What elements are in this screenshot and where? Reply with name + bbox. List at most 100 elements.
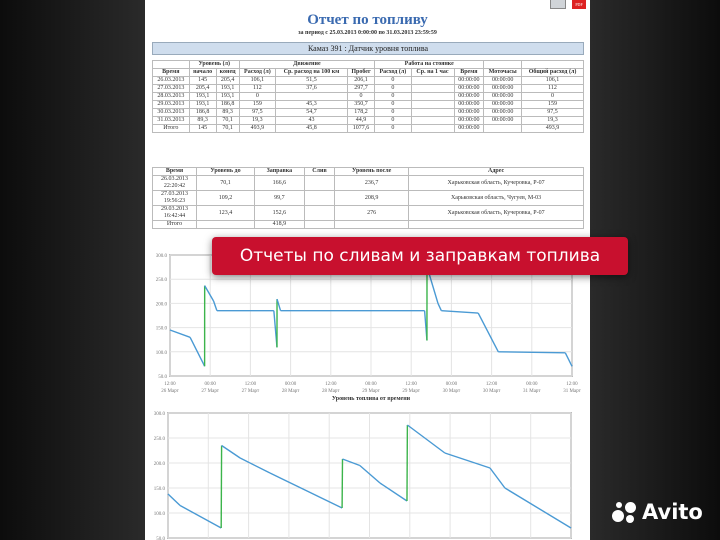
x-tick-label: 26 Март bbox=[161, 389, 179, 394]
table-cell bbox=[483, 124, 523, 133]
table-cell: 166,6 bbox=[253, 175, 305, 191]
table-cell: Харьковская область, Чугуев, М-03 bbox=[408, 190, 584, 206]
table-cell bbox=[303, 220, 336, 229]
table-cell bbox=[410, 76, 455, 85]
table-cell: 159 bbox=[238, 100, 277, 109]
column-header: конец bbox=[215, 68, 240, 77]
table-cell: 31.03.2013 bbox=[152, 116, 190, 125]
table-cell: 99,7 bbox=[253, 190, 305, 206]
table-cell: 89,3 bbox=[215, 108, 240, 117]
group-header: Работа на стоянке bbox=[374, 60, 485, 69]
table-row: 27.03.2013 205,4 193,1 112 37,6 297,7 0 00:00:0… bbox=[152, 84, 584, 93]
table-cell: 206,1 bbox=[346, 76, 376, 85]
level-segment bbox=[477, 312, 499, 353]
column-header: Пробег bbox=[346, 68, 376, 77]
summary-table: Уровень (л) Движение Работа на стоянке В… bbox=[152, 60, 584, 133]
x-tick-label: 00:00 bbox=[285, 382, 297, 387]
x-tick-label: 00:00 bbox=[365, 382, 377, 387]
table-cell: 26.03.2013 bbox=[152, 76, 190, 85]
x-tick-label: 30 Март bbox=[483, 389, 501, 394]
printer-icon[interactable] bbox=[550, 0, 566, 9]
table-cell: 205,4 bbox=[215, 76, 240, 85]
table-cell: 208,9 bbox=[334, 190, 410, 206]
table-cell: Харьковская область, Кучеровка, Р-07 bbox=[408, 175, 584, 191]
table-cell: 70,1 bbox=[215, 124, 240, 133]
avito-dots-icon bbox=[612, 500, 638, 524]
table-cell bbox=[196, 220, 255, 229]
table-cell bbox=[410, 84, 455, 93]
table-cell: 00:00:00 bbox=[453, 100, 485, 109]
column-header: Ср. расход на 100 км bbox=[275, 68, 348, 77]
column-header: Время bbox=[152, 68, 190, 77]
x-tick-label: 00:00 bbox=[526, 382, 538, 387]
table-cell: 123,4 bbox=[196, 205, 255, 221]
y-tick-label: 250.0 bbox=[154, 437, 166, 442]
table-cell: 193,1 bbox=[188, 92, 217, 101]
empty-header bbox=[483, 60, 523, 69]
column-header: Адрес bbox=[408, 167, 584, 176]
vehicle-header: Камаз 391 : Датчик уровня топлива bbox=[152, 42, 584, 55]
table-cell: 70,1 bbox=[215, 116, 240, 125]
table-cell: 112 bbox=[521, 84, 584, 93]
column-header: Слив bbox=[303, 167, 336, 176]
x-tick-label: 00:00 bbox=[205, 382, 217, 387]
table-row: Итого 418,9 bbox=[152, 220, 584, 229]
pdf-icon[interactable]: PDF bbox=[572, 0, 586, 9]
table-cell bbox=[303, 175, 336, 191]
level-segment bbox=[489, 467, 506, 489]
y-tick-label: 50.0 bbox=[156, 537, 165, 540]
level-segment bbox=[276, 298, 282, 311]
table-row: 30.03.2013 186,8 89,3 97,5 54,7 178,2 0 00:00:0… bbox=[152, 108, 584, 117]
avito-logo: Avito bbox=[612, 500, 703, 524]
x-tick-label: 27 Март bbox=[242, 389, 260, 394]
table-cell: 27.03.2013 19:56:23 bbox=[152, 190, 197, 206]
table-cell: 350,7 bbox=[346, 100, 376, 109]
table-cell: 297,7 bbox=[346, 84, 376, 93]
table-cell: 109,2 bbox=[196, 190, 255, 206]
table-cell: 44,9 bbox=[346, 116, 376, 125]
table-cell: 0 bbox=[374, 116, 412, 125]
group-header: Уровень (л) bbox=[188, 60, 240, 69]
table-cell: 0 bbox=[374, 108, 412, 117]
column-header: Уровень до bbox=[196, 167, 255, 176]
promo-banner: Отчеты по сливам и заправкам топлива bbox=[212, 237, 628, 275]
table-cell: 193,1 bbox=[215, 84, 240, 93]
level-segment bbox=[239, 457, 271, 474]
table-cell: 00:00:00 bbox=[453, 108, 485, 117]
table-cell: 0 bbox=[374, 100, 412, 109]
x-tick-label: 12:00 bbox=[325, 382, 337, 387]
x-tick-label: 12:00 bbox=[245, 382, 257, 387]
table-cell: 193,1 bbox=[188, 100, 217, 109]
x-tick-label: 28 Март bbox=[322, 389, 340, 394]
table-row: 28.03.2013 193,1 193,1 0 0 0 00:00:00 00:00:00 0 bbox=[152, 92, 584, 101]
table-cell: 19,3 bbox=[521, 116, 584, 125]
table-cell: 00:00:00 bbox=[483, 108, 523, 117]
table-cell: 276 bbox=[334, 205, 410, 221]
level-segment bbox=[204, 285, 215, 302]
level-segment bbox=[342, 458, 361, 467]
avito-wordmark: Avito bbox=[642, 500, 703, 524]
x-tick-label: 12:00 bbox=[486, 382, 498, 387]
x-tick-label: 29 Март bbox=[362, 389, 380, 394]
table-cell: 0 bbox=[346, 92, 376, 101]
table-cell: 0 bbox=[374, 76, 412, 85]
level-segment bbox=[564, 352, 573, 367]
x-tick-label: 31 Март bbox=[523, 389, 541, 394]
table-cell: 186,8 bbox=[215, 100, 240, 109]
x-tick-label: 30 Март bbox=[443, 389, 461, 394]
y-tick-label: 200.0 bbox=[154, 462, 166, 467]
group-header: Движение bbox=[238, 60, 376, 69]
table-cell bbox=[303, 190, 336, 206]
table-cell: 418,9 bbox=[253, 220, 305, 229]
table-cell bbox=[275, 92, 348, 101]
x-tick-label: 29 Март bbox=[402, 389, 420, 394]
table-cell: 1077,6 bbox=[346, 124, 376, 133]
table-cell: 152,6 bbox=[253, 205, 305, 221]
table-cell bbox=[410, 108, 455, 117]
table-cell: 0 bbox=[238, 92, 277, 101]
table-cell: 493,9 bbox=[521, 124, 584, 133]
y-tick-label: 100.0 bbox=[156, 351, 168, 356]
table-cell: 97,5 bbox=[521, 108, 584, 117]
fuel-chart-1: 300.0 250.0 200.0 150.0 100.0 50.0 12:00 26 Мар… bbox=[156, 254, 582, 402]
table-row: 29.03.2013 16:42:44 123,4 152,6 276 Харьковс… bbox=[152, 205, 584, 221]
